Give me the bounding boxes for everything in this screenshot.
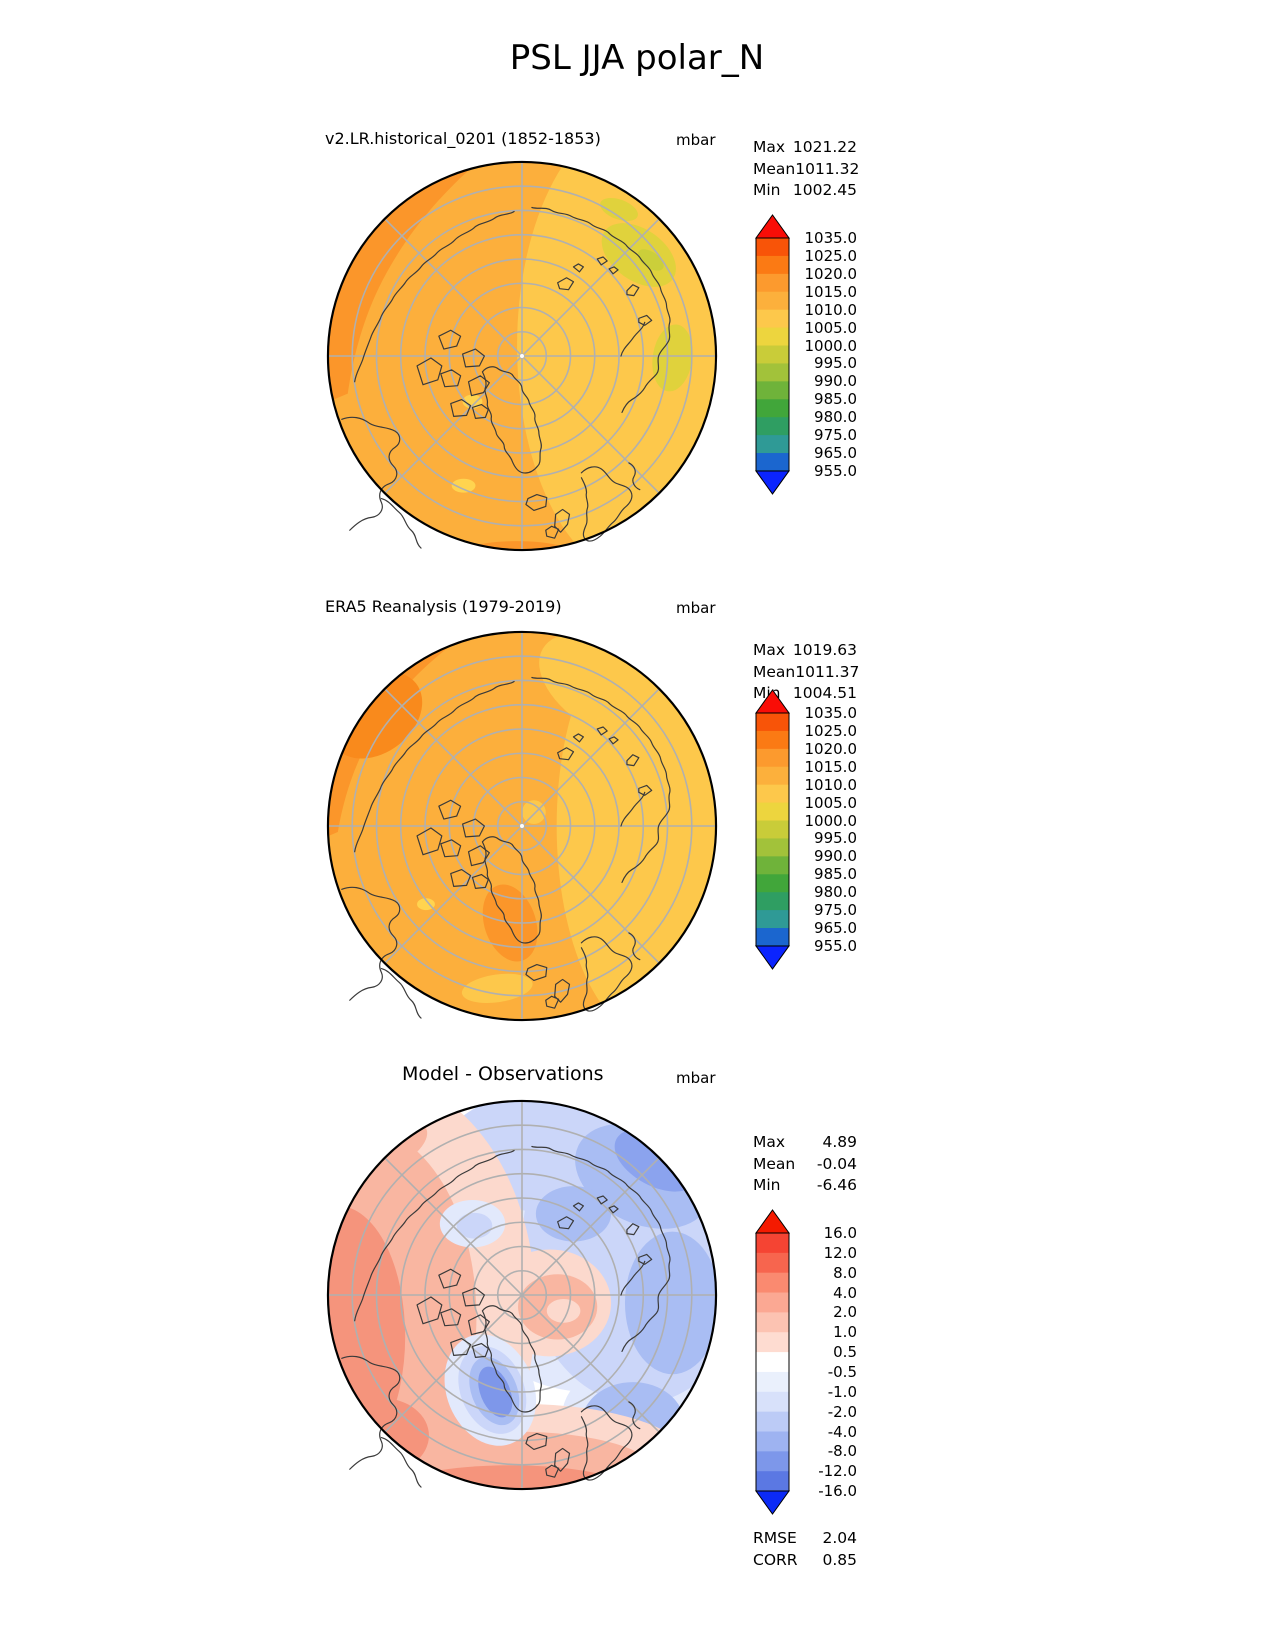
stats-diff-metrics: RMSE 2.04 CORR 0.85 [753,1528,857,1571]
panel-diff-units: mbar [676,1069,716,1087]
panel-model-title: v2.LR.historical_0201 (1852-1853) [325,129,601,148]
map-diff [326,1099,718,1491]
stat-value: -0.04 [816,1154,857,1173]
metric-label: CORR [753,1550,798,1569]
stat-value: 1019.63 [792,641,857,659]
colorbar-tick-label: 975.0 [814,901,857,920]
colorbar-tick-label: 1020.0 [804,739,858,758]
stat-row: Mean 1011.37 [753,662,860,684]
panel-diff-title: Model - Observations [402,1063,604,1085]
metric-row: RMSE 2.04 [753,1528,857,1550]
panel-model-units: mbar [676,131,716,149]
stat-value: 1011.37 [795,662,860,681]
colorbar-tick-label: 965.0 [814,919,857,938]
stat-label: Mean [753,1154,796,1173]
map-boundary [326,160,718,552]
stats-diff: Max 4.89 Mean -0.04 Min -6.46 [753,1132,857,1197]
colorbar-tick-label: -0.5 [827,1362,857,1381]
stat-label: Min [753,181,781,199]
stat-row: Mean -0.04 [753,1154,857,1176]
stat-value: -6.46 [816,1176,857,1194]
stat-label: Mean [753,159,796,178]
colorbar-tick-label: 965.0 [814,444,857,463]
colorbar-tick-label: 980.0 [814,883,857,902]
panel-era5-title: ERA5 Reanalysis (1979-2019) [325,597,562,616]
map-model [326,160,718,552]
colorbar-tick-label: 995.0 [814,354,857,373]
colorbar-tick-label: 4.0 [833,1283,857,1302]
colorbar-tick-label: 1010.0 [804,300,858,319]
colorbar-tick-label: 955.0 [814,461,857,480]
colorbar-tick-label: 1025.0 [804,246,858,265]
metric-row: CORR 0.85 [753,1550,857,1572]
colorbar-tick-label: 955.0 [814,936,857,955]
colorbar-tick-label: 1035.0 [804,229,858,247]
metric-label: RMSE [753,1529,797,1547]
colorbar-tick-label: 985.0 [814,390,857,409]
colorbar-tick-label: 975.0 [814,426,857,445]
colorbar-tick-label: -12.0 [818,1462,857,1481]
stat-label: Max [753,641,786,659]
colorbar-tick-label: 1000.0 [804,811,858,830]
stats-era5: Max 1019.63 Mean 1011.37 Min 1004.51 [753,640,860,705]
colorbar-tick-label: -8.0 [827,1442,857,1461]
colorbar-tick-label: 1025.0 [804,721,858,740]
colorbar-tick-label: 990.0 [814,847,857,866]
colorbar-tick-label: 980.0 [814,408,857,427]
colorbar-tick-label: 990.0 [814,372,857,391]
colorbar-tick-label: 8.0 [833,1263,857,1282]
stat-row: Mean 1011.32 [753,159,860,181]
stat-row: Max 1019.63 [753,640,857,662]
panel-era5-units: mbar [676,599,716,617]
colorbar-tick-label: -1.0 [827,1382,857,1401]
colorbar-tick-label: 1020.0 [804,264,858,283]
metric-value: 2.04 [822,1529,857,1547]
colorbar-tick-label: 995.0 [814,829,857,848]
colorbar-graphic [755,1209,790,1515]
stat-value: 1004.51 [792,684,857,702]
colorbar-tick-label: 1000.0 [804,336,858,355]
colorbar-tick-label: -2.0 [827,1402,857,1421]
colorbar-graphic [755,214,790,495]
colorbar-tick-label: 985.0 [814,865,857,884]
stat-label: Min [753,1176,781,1194]
figure-title: PSL JJA polar_N [509,38,765,78]
map-boundary [326,1099,718,1491]
pole-dot [520,354,524,358]
stat-value: 1002.45 [792,181,857,199]
colorbar-tick-label: 2.0 [833,1303,857,1322]
pole-dot [520,824,524,828]
stat-row: Max 1021.22 [753,137,857,159]
colorbar-tick-label: -4.0 [827,1422,857,1441]
colorbar-tick-label: -16.0 [818,1482,857,1501]
stat-value: 1021.22 [792,138,857,156]
colorbar-tick-label: 0.5 [833,1343,857,1362]
colorbar-tick-label: 1035.0 [804,704,858,722]
map-era5 [326,630,718,1022]
stat-label: Max [753,1133,786,1151]
stat-label: Mean [753,662,796,681]
stat-row: Min -6.46 [753,1175,857,1197]
colorbar-tick-label: 12.0 [823,1243,857,1262]
graticule [327,1100,717,1490]
colorbar-tick-label: 1015.0 [804,282,858,301]
stats-model: Max 1021.22 Mean 1011.32 Min 1002.45 [753,137,860,202]
colorbar-tick-label: 1005.0 [804,793,858,812]
stat-row: Min 1002.45 [753,180,857,202]
stat-value: 1011.32 [795,159,860,178]
stat-label: Max [753,138,786,156]
colorbar-tick-label: 1010.0 [804,775,858,794]
colorbar-tick-label: 16.0 [823,1224,857,1242]
colorbar-tick-label: 1015.0 [804,757,858,776]
metric-value: 0.85 [822,1550,857,1569]
colorbar-tick-label: 1.0 [833,1323,857,1342]
stat-value: 4.89 [822,1133,857,1151]
colorbar-graphic [755,689,790,970]
colorbar-tick-label: 1005.0 [804,318,858,337]
stat-row: Max 4.89 [753,1132,857,1154]
map-boundary [326,630,718,1022]
